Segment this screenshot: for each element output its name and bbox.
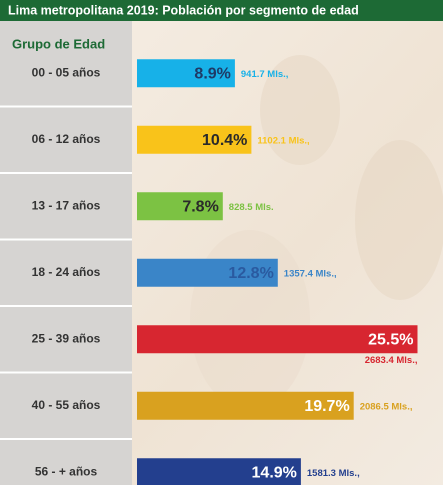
value-label: 10.4% <box>202 132 247 149</box>
value-label: 12.8% <box>228 265 273 282</box>
value-label: 14.9% <box>252 464 297 481</box>
category-label: 00 - 05 años <box>32 65 101 79</box>
population-label: 828.5 Mls. <box>229 202 274 213</box>
value-label: 19.7% <box>304 398 349 415</box>
population-label: 2086.5 Mls., <box>360 401 413 412</box>
population-label: 2683.4 Mls., <box>365 355 418 366</box>
category-label: 18 - 24 años <box>32 265 101 279</box>
category-label: 56 - + años <box>35 464 98 478</box>
value-label: 8.9% <box>194 65 230 82</box>
page: Lima metropolitana 2019: Población por s… <box>0 0 443 485</box>
photo-shape <box>355 140 443 300</box>
category-column <box>0 21 132 485</box>
category-label: 13 - 17 años <box>32 198 101 212</box>
population-label: 941.7 Mls., <box>241 69 289 80</box>
value-label: 25.5% <box>368 331 413 348</box>
category-header: Grupo de Edad <box>12 36 105 51</box>
category-label: 40 - 55 años <box>32 398 101 412</box>
category-label: 25 - 39 años <box>32 331 101 345</box>
population-label: 1357.4 Mls., <box>284 268 337 279</box>
population-label: 1102.1 Mls., <box>257 135 309 146</box>
population-label: 1581.3 Mls., <box>307 468 360 479</box>
category-label: 06 - 12 años <box>32 132 101 146</box>
value-label: 7.8% <box>182 198 218 215</box>
photo-shape <box>190 230 310 410</box>
chart-title: Lima metropolitana 2019: Población por s… <box>8 3 359 17</box>
chart: Lima metropolitana 2019: Población por s… <box>0 0 443 485</box>
